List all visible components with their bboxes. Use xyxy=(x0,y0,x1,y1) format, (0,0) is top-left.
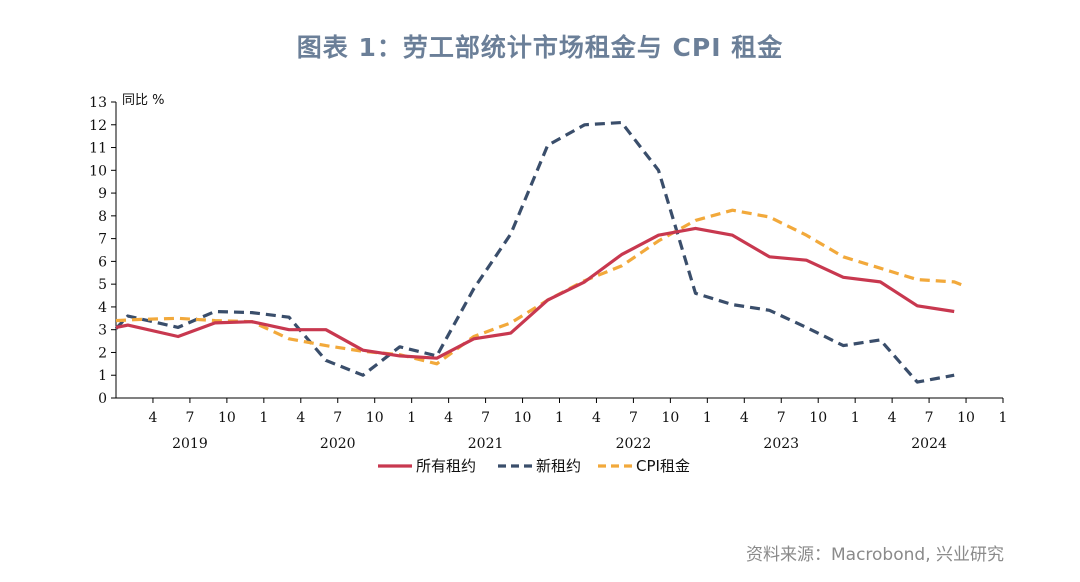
y-tick-label: 6 xyxy=(98,254,107,270)
x-tick-label: 1 xyxy=(851,410,860,426)
source-note: 资料来源：Macrobond, 兴业研究 xyxy=(745,545,1004,565)
y-tick-label: 3 xyxy=(98,323,107,339)
legend-label: 所有租约 xyxy=(416,457,476,475)
chart-title: 图表 1：劳工部统计市场租金与 CPI 租金 xyxy=(296,33,784,62)
y-tick-label: 4 xyxy=(98,300,107,316)
x-tick-label: 4 xyxy=(592,410,601,426)
y-tick-label: 9 xyxy=(98,186,107,202)
x-tick-label: 7 xyxy=(185,410,194,426)
y-tick-label: 2 xyxy=(98,345,107,361)
y-unit-label: 同比 % xyxy=(122,93,165,108)
y-tick-label: 7 xyxy=(98,232,107,248)
x-tick-label: 1 xyxy=(259,410,268,426)
legend-label: 新租约 xyxy=(536,457,581,475)
series-line-3 xyxy=(115,208,967,366)
y-tick-label: 11 xyxy=(89,141,107,157)
y-tick-label: 8 xyxy=(98,209,107,225)
x-tick-label: 1 xyxy=(555,410,564,426)
x-tick-label: 4 xyxy=(148,410,157,426)
y-tick-label: 13 xyxy=(89,95,107,111)
series-line-2 xyxy=(114,120,955,384)
x-year-label: 2019 xyxy=(172,436,208,452)
x-tick-label: 7 xyxy=(925,410,934,426)
series-layer xyxy=(114,120,967,384)
legend: 所有租约 新租约 CPI租金 xyxy=(378,457,690,475)
x-tick-label: 4 xyxy=(444,410,453,426)
y-tick-label: 1 xyxy=(98,368,107,384)
x-tick-label: 7 xyxy=(629,410,638,426)
x-axis: 4 7 10 1 4 7 10 1 4 7 10 1 4 7 10 1 4 7 10 1 4 7 10 1 2019 2020 20… xyxy=(116,397,1008,452)
x-tick-label: 4 xyxy=(740,410,749,426)
x-tick-label: 7 xyxy=(333,410,342,426)
x-tick-label: 10 xyxy=(809,410,827,426)
y-tick-label: 0 xyxy=(98,391,107,407)
legend-label: CPI租金 xyxy=(636,457,690,475)
x-tick-label: 1 xyxy=(999,410,1008,426)
x-tick-label: 4 xyxy=(888,410,897,426)
x-tick-label: 10 xyxy=(661,410,679,426)
x-tick-label: 10 xyxy=(366,410,384,426)
x-year-label: 2021 xyxy=(468,436,504,452)
y-tick-label: 12 xyxy=(89,118,107,134)
x-tick-label: 1 xyxy=(407,410,416,426)
x-tick-label: 1 xyxy=(703,410,712,426)
series-line-1 xyxy=(115,226,955,360)
x-year-label: 2022 xyxy=(616,436,652,452)
y-tick-label: 5 xyxy=(98,277,107,293)
x-tick-label: 10 xyxy=(514,410,532,426)
x-year-label: 2024 xyxy=(911,436,947,452)
x-year-label: 2023 xyxy=(763,436,799,452)
x-tick-label: 7 xyxy=(481,410,490,426)
x-tick-label: 10 xyxy=(218,410,236,426)
x-year-label: 2020 xyxy=(320,436,356,452)
x-tick-label: 10 xyxy=(957,410,975,426)
y-tick-label: 10 xyxy=(89,163,107,179)
x-tick-label: 7 xyxy=(777,410,786,426)
x-tick-label: 4 xyxy=(296,410,305,426)
